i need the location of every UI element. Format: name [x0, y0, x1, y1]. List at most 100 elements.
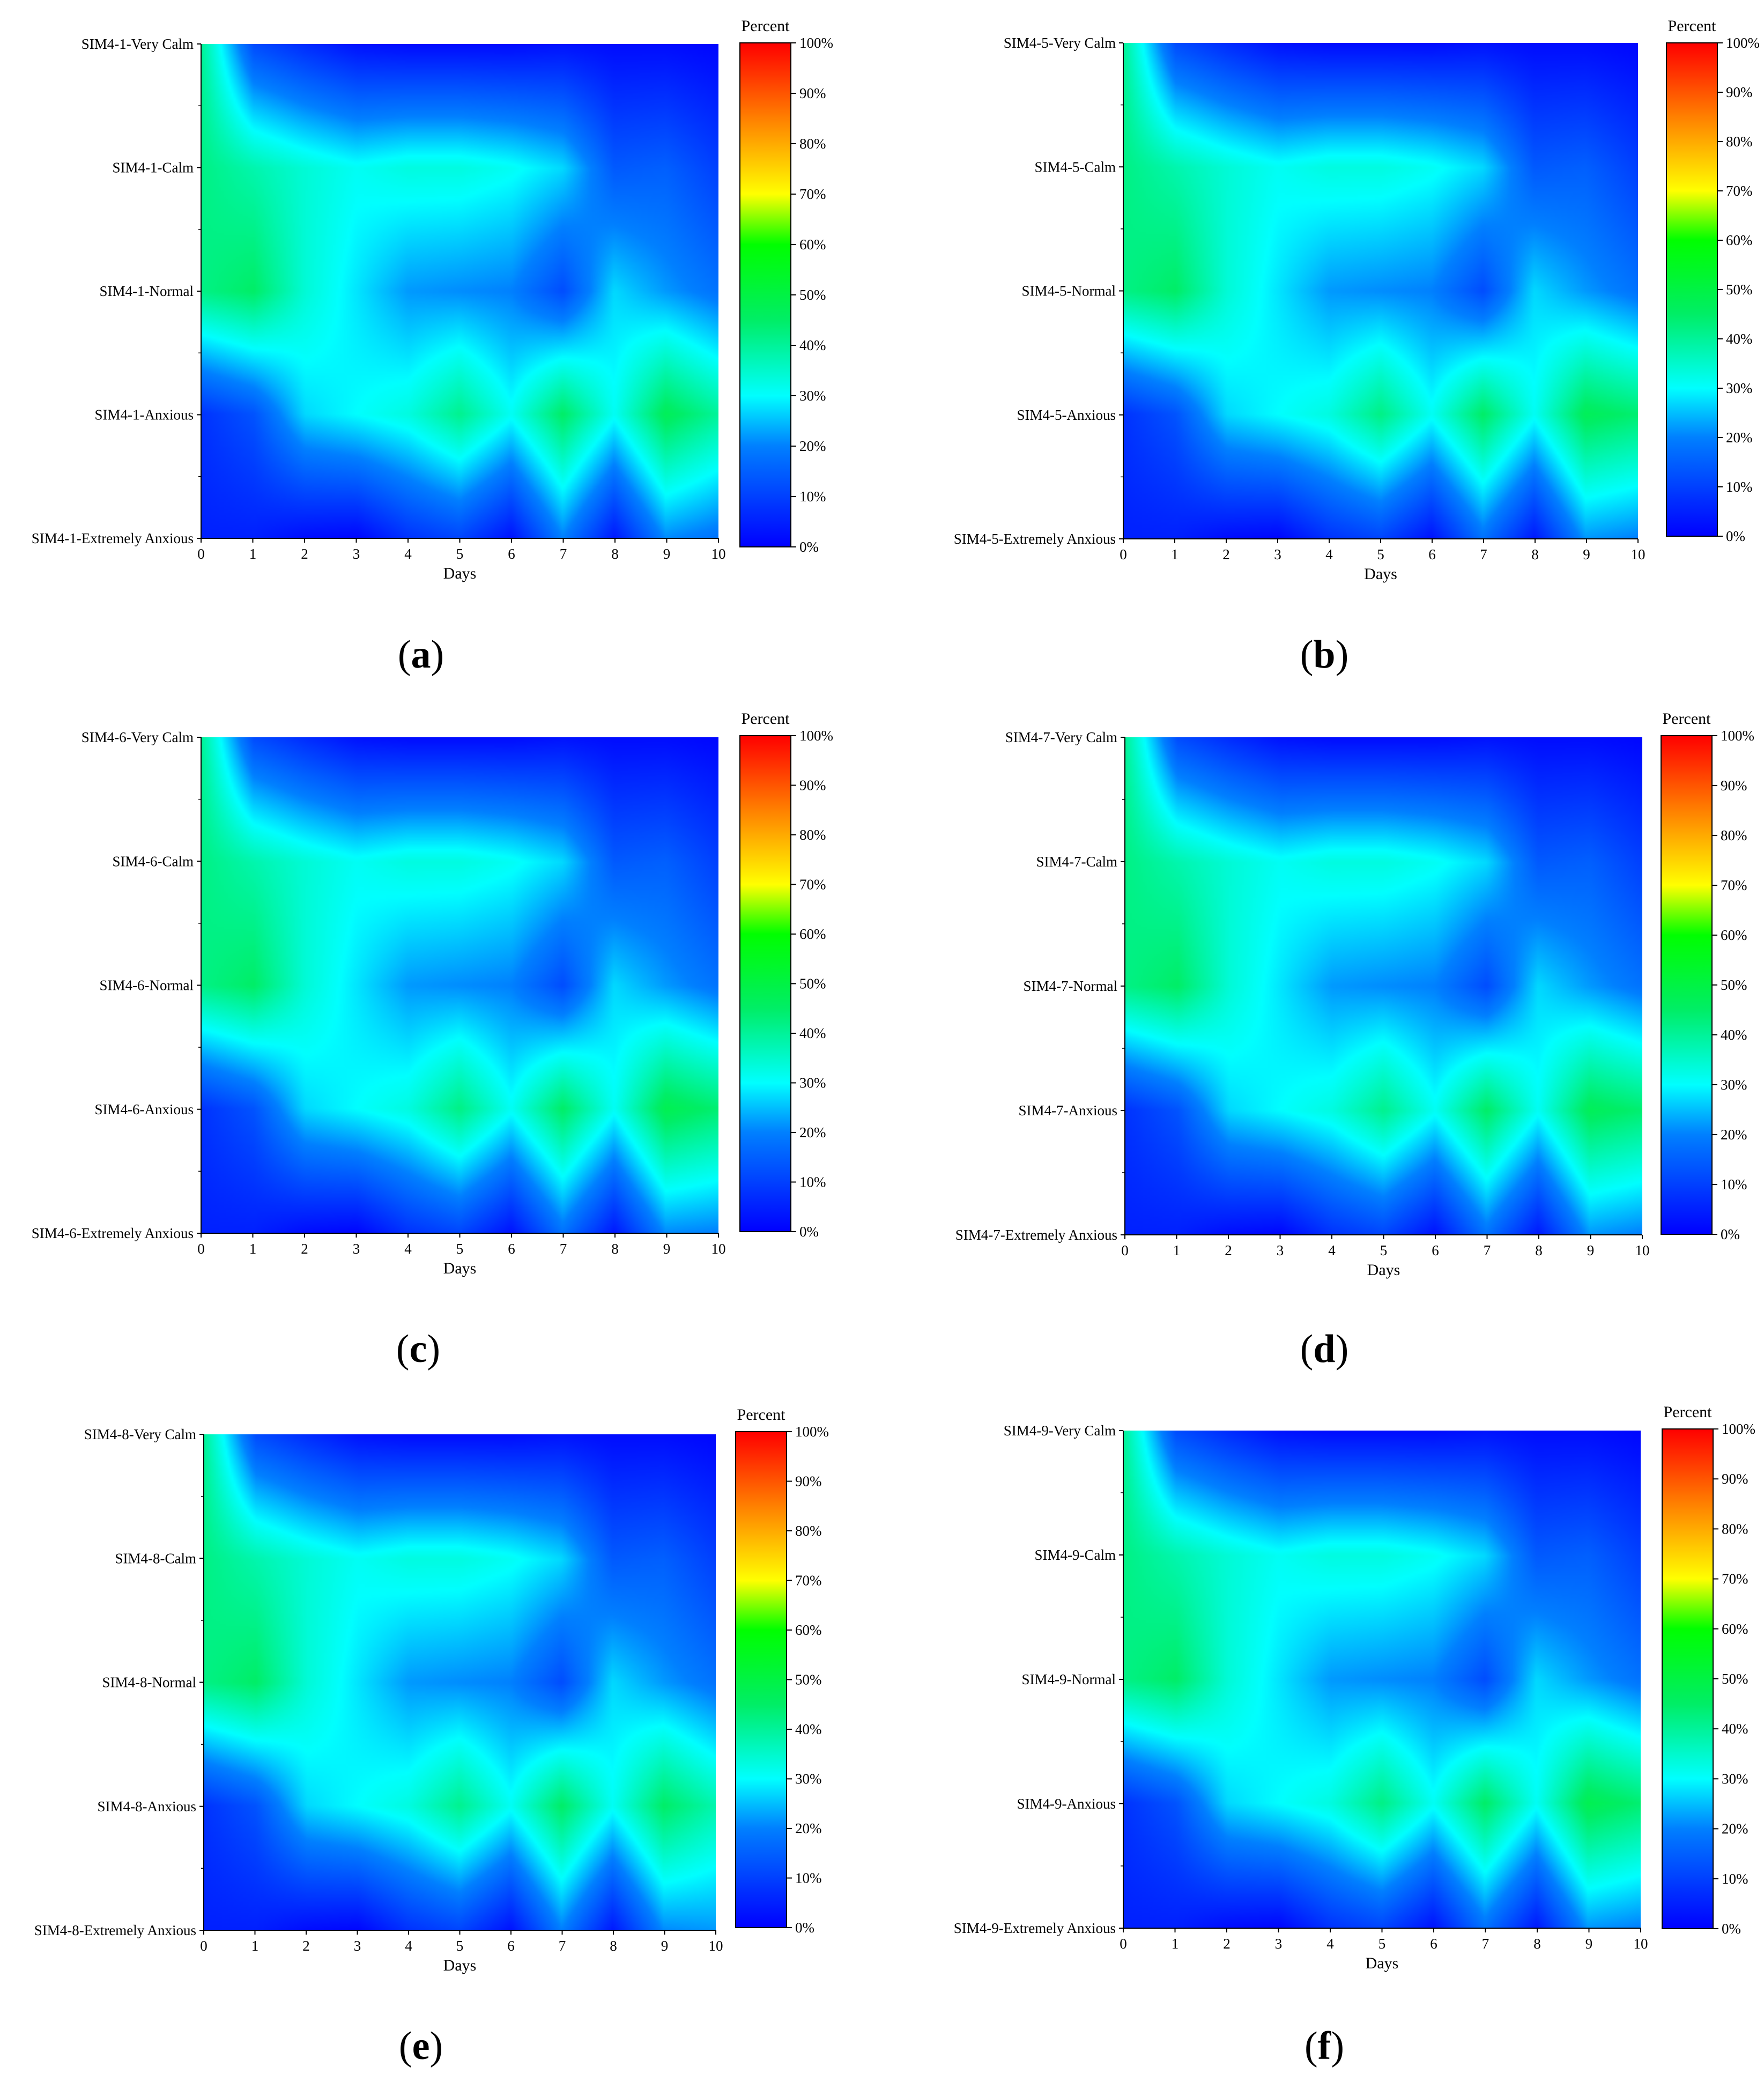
colorbar-tick-label: 70%: [1722, 1571, 1748, 1587]
colorbar-title: Percent: [1663, 710, 1711, 728]
colorbar-tick-label: 30%: [1721, 1077, 1747, 1093]
colorbar-tick-label: 100%: [799, 35, 833, 51]
x-tick-label: 2: [1225, 1242, 1232, 1258]
x-tick-label: 6: [507, 1938, 515, 1954]
x-tick-label: 6: [1432, 1242, 1439, 1258]
colorbar-tick-label: 80%: [1721, 827, 1747, 843]
y-tick-label: SIM4-7-Anxious: [1018, 1102, 1117, 1119]
colorbar: [735, 1431, 787, 1928]
colorbar-tick-label: 10%: [799, 1174, 826, 1190]
x-tick-label: 0: [1121, 1242, 1129, 1258]
colorbar-tick-label: 100%: [1721, 728, 1754, 744]
x-tick-label: 9: [1587, 1242, 1595, 1258]
colorbar-tick-label: 30%: [1722, 1771, 1748, 1787]
colorbar-tick-label: 20%: [799, 438, 826, 454]
x-tick-label: 8: [1531, 546, 1539, 562]
colorbar: [1666, 42, 1718, 537]
y-tick-label: SIM4-8-Anxious: [97, 1798, 196, 1814]
colorbar-title: Percent: [1664, 1403, 1713, 1421]
x-axis-title: Days: [443, 1260, 477, 1277]
heatmap-surface: [1123, 1431, 1641, 1928]
x-tick-label: 1: [251, 1938, 259, 1954]
colorbar-tick-label: 80%: [1722, 1521, 1748, 1537]
colorbar-tick-label: 20%: [1722, 1821, 1748, 1837]
panel-label: (f): [1305, 2024, 1344, 2068]
x-tick-label: 3: [354, 1938, 361, 1954]
x-axis-title: Days: [443, 1957, 477, 1974]
x-tick-label: 1: [1173, 1242, 1181, 1258]
colorbar-tick-label: 40%: [1722, 1721, 1748, 1737]
x-tick-label: 10: [711, 546, 726, 562]
colorbar-tick-label: 0%: [799, 539, 819, 555]
x-tick-label: 2: [301, 546, 308, 562]
heatmap-surface: [204, 1434, 716, 1930]
colorbar-tick-label: 0%: [1721, 1226, 1740, 1242]
x-tick-label: 10: [709, 1938, 723, 1954]
x-tick-label: 4: [405, 1938, 412, 1954]
colorbar-tick-label: 100%: [1722, 1421, 1755, 1437]
colorbar-tick-label: 80%: [1726, 134, 1753, 150]
x-tick-label: 10: [1634, 1936, 1648, 1952]
colorbar: [1661, 735, 1713, 1235]
x-tick-label: 8: [611, 1241, 619, 1257]
y-tick-label: SIM4-7-Extremely Anxious: [955, 1227, 1117, 1243]
y-tick-label: SIM4-6-Very Calm: [81, 729, 194, 745]
x-axis-title: Days: [1364, 565, 1397, 583]
colorbar-tick-label: 90%: [799, 777, 826, 794]
y-tick-label: SIM4-8-Normal: [102, 1675, 196, 1691]
x-tick-label: 2: [1223, 1936, 1231, 1952]
y-tick-label: SIM4-6-Calm: [113, 853, 194, 869]
colorbar: [739, 735, 791, 1232]
x-tick-label: 10: [1635, 1242, 1650, 1258]
y-tick-label: SIM4-9-Anxious: [1017, 1796, 1116, 1812]
colorbar-tick-label: 30%: [799, 1075, 826, 1091]
y-tick-label: SIM4-1-Very Calm: [81, 36, 194, 52]
colorbar-tick-label: 50%: [1722, 1671, 1748, 1687]
x-tick-label: 7: [560, 1241, 567, 1257]
colorbar-tick-label: 60%: [795, 1622, 822, 1638]
y-tick-label: SIM4-7-Very Calm: [1005, 729, 1117, 745]
x-tick-label: 8: [1535, 1242, 1543, 1258]
x-tick-label: 7: [1482, 1936, 1489, 1952]
y-tick-label: SIM4-8-Very Calm: [84, 1426, 196, 1442]
colorbar-title: Percent: [1668, 17, 1717, 35]
x-tick-label: 8: [610, 1938, 617, 1954]
x-tick-label: 5: [1378, 1936, 1386, 1952]
x-tick-label: 3: [353, 1241, 360, 1257]
colorbar-tick-label: 0%: [1726, 528, 1745, 544]
heatmap-panel-b: SIM4-5-Very Calm SIM4-5-Calm SIM4-5-Normal…: [954, 17, 1760, 677]
x-tick-label: 7: [1484, 1242, 1491, 1258]
colorbar-tick-label: 90%: [1721, 777, 1747, 794]
x-tick-label: 3: [1275, 1936, 1283, 1952]
y-tick-label: SIM4-1-Normal: [100, 283, 194, 299]
colorbar-tick-label: 50%: [799, 976, 826, 992]
heatmap-panel-f: SIM4-9-Very Calm SIM4-9-Calm SIM4-9-Normal…: [954, 1403, 1755, 2068]
colorbar-tick-label: 80%: [799, 827, 826, 843]
panel-label: (a): [398, 633, 444, 677]
x-tick-label: 8: [1533, 1936, 1541, 1952]
y-tick-label: SIM4-7-Calm: [1036, 854, 1118, 870]
y-tick-label: SIM4-6-Anxious: [94, 1101, 194, 1117]
colorbar-title: Percent: [742, 710, 790, 728]
colorbar-tick-label: 30%: [799, 388, 826, 404]
colorbar-tick-label: 70%: [799, 877, 826, 893]
x-tick-label: 3: [353, 546, 360, 562]
x-tick-label: 0: [197, 1241, 205, 1257]
x-tick-label: 5: [456, 1241, 464, 1257]
colorbar-tick-label: 0%: [795, 1920, 814, 1936]
colorbar-tick-label: 20%: [1721, 1127, 1747, 1143]
heatmap-surface: [201, 44, 718, 538]
colorbar-tick-label: 10%: [1726, 479, 1753, 495]
x-tick-label: 5: [1377, 546, 1384, 562]
x-tick-label: 10: [711, 1241, 726, 1257]
colorbar-tick-label: 10%: [1721, 1176, 1747, 1192]
colorbar-title: Percent: [737, 1406, 786, 1424]
y-tick-label: SIM4-9-Calm: [1035, 1547, 1116, 1563]
y-tick-label: SIM4-5-Normal: [1022, 283, 1116, 299]
x-tick-label: 9: [661, 1938, 669, 1954]
y-tick-label: SIM4-5-Very Calm: [1004, 35, 1116, 51]
x-tick-label: 7: [1480, 546, 1487, 562]
colorbar-tick-label: 10%: [799, 488, 826, 505]
y-tick-label: SIM4-1-Anxious: [94, 407, 194, 423]
colorbar: [1662, 1428, 1714, 1929]
